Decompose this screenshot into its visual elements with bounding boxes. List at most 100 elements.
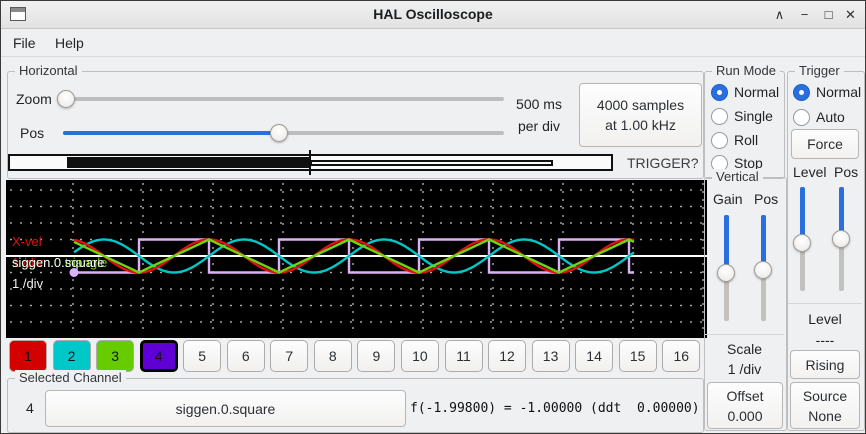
window-title: HAL Oscilloscope xyxy=(373,6,493,22)
pos-slider-label: Pos xyxy=(20,125,45,141)
run-mode-group: Run Mode xyxy=(704,63,785,179)
offset-button[interactable]: Offset 0.000 xyxy=(707,382,783,429)
zoom-slider-label: Zoom xyxy=(16,91,52,107)
radio-trigger-auto[interactable]: Auto xyxy=(793,107,845,127)
vertical-pos-slider-fill xyxy=(761,215,766,270)
radio-label: Roll xyxy=(734,132,759,148)
scope-label-2: siggen.0.triangle xyxy=(12,255,108,270)
record-filled-bar xyxy=(67,157,310,168)
radio-icon[interactable] xyxy=(711,107,728,125)
gain-slider-label: Gain xyxy=(713,191,743,207)
zoom-slider-thumb[interactable] xyxy=(57,90,75,108)
vertical-pos-slider-label: Pos xyxy=(754,191,779,207)
radio-run-mode-single[interactable]: Single xyxy=(711,106,773,126)
selected-channel-group: Selected Channel xyxy=(7,370,704,433)
channel-button-12[interactable]: 12 xyxy=(488,340,526,372)
channel-button-2[interactable]: 2 xyxy=(52,340,91,372)
trigger-level-column-label: Level xyxy=(793,164,827,180)
radio-icon[interactable] xyxy=(793,108,810,126)
pos-slider-thumb[interactable] xyxy=(270,124,288,142)
rate-line2: per div xyxy=(517,118,561,134)
vertical-group-label: Vertical xyxy=(712,169,763,184)
trigger-level-value: ---- xyxy=(815,332,835,348)
trigger-level-caption: Level xyxy=(808,311,842,327)
radio-label: Auto xyxy=(816,109,845,125)
channel-button-15[interactable]: 15 xyxy=(618,340,657,372)
scope-label-3: siggen.0.square xyxy=(12,255,105,270)
channel-button-13[interactable]: 13 xyxy=(531,340,570,372)
radio-icon[interactable] xyxy=(711,83,728,101)
window-icon xyxy=(10,7,26,21)
channel-button-3[interactable]: 3 xyxy=(96,340,135,372)
selected-channel-name-button[interactable]: siggen.0.square xyxy=(45,390,406,427)
scale-value: 1 /div xyxy=(727,361,762,377)
vertical-group: Vertical xyxy=(704,169,787,431)
trigger-pos-slider-fill xyxy=(839,187,844,239)
shade-button[interactable]: ∧ xyxy=(774,7,785,22)
channel-button-6[interactable]: 6 xyxy=(226,340,265,372)
trigger-source-label: Source xyxy=(802,387,848,404)
rate-readout: 500 ms per div xyxy=(506,93,572,137)
channel-button-11[interactable]: 11 xyxy=(444,340,483,372)
radio-label: Single xyxy=(734,108,773,124)
zoom-slider-track[interactable] xyxy=(57,97,504,101)
channel-button-16[interactable]: 16 xyxy=(662,340,701,372)
gain-slider-thumb[interactable] xyxy=(717,264,735,282)
trigger-source-value: None xyxy=(808,407,842,424)
minimize-button[interactable]: − xyxy=(800,7,809,22)
scale-caption: Scale xyxy=(726,341,763,357)
radio-run-mode-stop[interactable]: Stop xyxy=(711,153,763,173)
trigger-pos-slider-thumb[interactable] xyxy=(832,230,850,248)
radio-icon[interactable] xyxy=(711,131,728,149)
trigger-separator xyxy=(788,303,862,304)
radio-icon[interactable] xyxy=(793,83,810,101)
trigger-level-slider-thumb[interactable] xyxy=(793,234,811,252)
channel-button-4[interactable]: 4 xyxy=(139,340,178,372)
menu-help[interactable]: Help xyxy=(55,35,84,51)
horizontal-group-label: Horizontal xyxy=(15,63,82,78)
title-bar[interactable]: HAL Oscilloscope ∧ − □ ✕ xyxy=(1,1,865,29)
channel-button-14[interactable]: 14 xyxy=(575,340,614,372)
channel-button-1[interactable]: 1 xyxy=(9,340,47,372)
samples-line1: 4000 samples xyxy=(596,97,685,113)
scope-display[interactable]: X-vel 1 /div siggen.0.triangle siggen.0.squ… xyxy=(6,180,707,338)
samples-button[interactable]: 4000 samples at 1.00 kHz xyxy=(579,83,702,147)
menu-bar: File Help xyxy=(1,29,865,57)
close-button[interactable]: ✕ xyxy=(845,7,856,22)
selected-channel-number: 4 xyxy=(26,400,34,416)
vertical-pos-slider-thumb[interactable] xyxy=(754,261,772,279)
cursor-value-readout: f(-1.99800) = -1.00000 (ddt 0.00000) xyxy=(410,401,700,416)
channel-button-9[interactable]: 9 xyxy=(357,340,396,372)
trigger-source-button[interactable]: Source None xyxy=(790,382,860,429)
radio-label: Normal xyxy=(734,84,780,100)
maximize-button[interactable]: □ xyxy=(824,7,833,22)
offset-label: Offset xyxy=(726,387,764,404)
samples-line2: at 1.00 kHz xyxy=(605,117,676,133)
force-button[interactable]: Force xyxy=(791,129,859,159)
scope-label-0: X-vel xyxy=(12,234,42,249)
run-mode-group-label: Run Mode xyxy=(712,63,780,78)
channel-button-7[interactable]: 7 xyxy=(270,340,309,372)
radio-trigger-normal[interactable]: Normal xyxy=(793,82,861,102)
rate-line1: 500 ms xyxy=(516,96,562,112)
radio-label: Stop xyxy=(734,155,763,171)
vertical-separator xyxy=(705,334,784,335)
menu-file[interactable]: File xyxy=(13,35,36,51)
horizontal-group: Horizontal xyxy=(7,63,704,179)
trigger-position-marker[interactable] xyxy=(309,150,311,175)
radio-label: Normal xyxy=(816,84,862,100)
radio-run-mode-normal[interactable]: Normal xyxy=(711,82,779,102)
trigger-pos-column-label: Pos xyxy=(834,164,859,180)
trigger-group: Trigger xyxy=(787,63,865,431)
channel-button-8[interactable]: 8 xyxy=(313,340,352,372)
trigger-edge-button[interactable]: Rising xyxy=(790,350,860,379)
record-pending-bar xyxy=(310,160,553,166)
channel-button-5[interactable]: 5 xyxy=(183,340,222,372)
channel-button-10[interactable]: 10 xyxy=(400,340,439,372)
scope-plot xyxy=(6,183,707,329)
trigger-level-slider-fill xyxy=(800,187,805,243)
radio-run-mode-roll[interactable]: Roll xyxy=(711,130,758,150)
gain-slider-fill xyxy=(724,215,729,273)
pos-slider-fill xyxy=(63,131,279,135)
